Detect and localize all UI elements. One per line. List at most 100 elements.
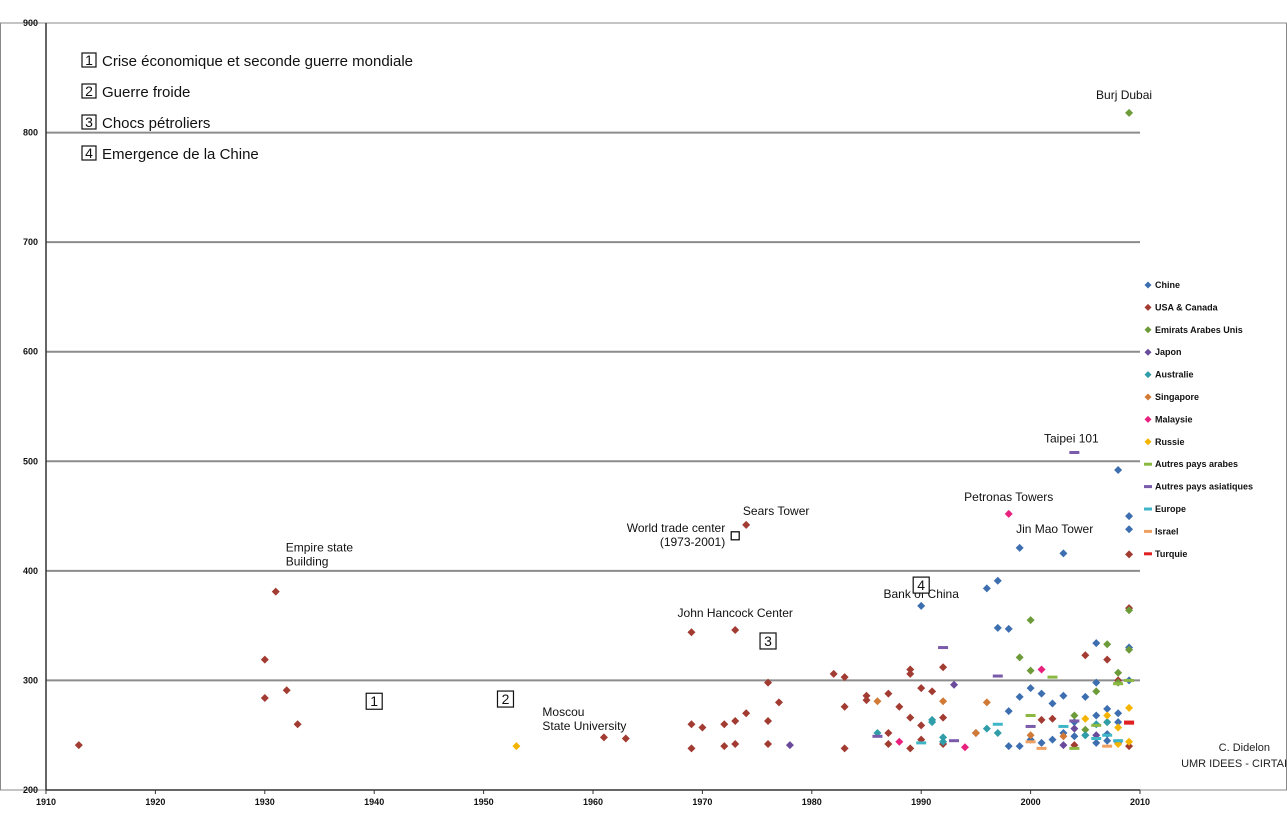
- building-annotation: Empire state: [286, 541, 354, 555]
- legend-label: Russie: [1155, 437, 1185, 447]
- data-point: [1070, 711, 1079, 720]
- data-point: [1092, 639, 1101, 648]
- data-point: [928, 718, 937, 727]
- x-tick-label: 1920: [145, 797, 165, 807]
- data-point: [960, 743, 969, 752]
- legend-label: Japon: [1155, 347, 1182, 357]
- data-point: [764, 739, 773, 748]
- legend-marker: [1144, 462, 1152, 466]
- data-point: [862, 696, 871, 705]
- data-point: [774, 698, 783, 707]
- data-point: [916, 741, 927, 745]
- legend-label: Autres pays arabes: [1155, 459, 1238, 469]
- legend-label: USA & Canada: [1155, 302, 1219, 312]
- data-point: [1102, 744, 1113, 748]
- data-point: [1015, 653, 1024, 662]
- data-point: [1103, 655, 1112, 664]
- data-point: [785, 741, 794, 750]
- data-point: [1103, 704, 1112, 713]
- building-annotation: State University: [542, 719, 626, 733]
- data-point: [720, 720, 729, 729]
- data-point: [1092, 711, 1101, 720]
- data-point: [950, 680, 959, 689]
- data-point: [1081, 714, 1090, 723]
- data-point: [731, 716, 740, 725]
- data-point: [917, 601, 926, 610]
- x-tick-label: 1940: [364, 797, 384, 807]
- data-point: [938, 646, 949, 650]
- data-point: [1037, 715, 1046, 724]
- data-point: [949, 739, 960, 743]
- data-point: [1081, 731, 1090, 740]
- period-legend-label: Chocs pétroliers: [102, 115, 210, 132]
- legend-label: Emirats Arabes Unis: [1155, 325, 1243, 335]
- data-point: [1092, 687, 1101, 696]
- data-point: [1025, 713, 1036, 717]
- period-legend-box: [81, 83, 97, 99]
- data-point: [939, 713, 948, 722]
- data-point: [1048, 735, 1057, 744]
- legend-marker: [1144, 438, 1152, 446]
- data-point: [1037, 665, 1046, 674]
- data-point: [1025, 740, 1036, 744]
- data-point: [992, 674, 1003, 678]
- building-annotation: Burj Dubai: [1096, 88, 1152, 102]
- data-point: [1091, 723, 1102, 727]
- series-legend: Chine USA & Canada Emirats Arabes Unis Japo…: [1144, 280, 1253, 559]
- y-tick-label: 500: [23, 456, 38, 466]
- data-point: [1113, 682, 1124, 686]
- period-marker-box: [759, 632, 777, 650]
- legend-label: Israel: [1155, 526, 1179, 536]
- data-point: [917, 684, 926, 693]
- x-tick-label: 1980: [802, 797, 822, 807]
- data-point: [1069, 719, 1080, 723]
- data-point: [982, 724, 991, 733]
- data-point: [906, 665, 915, 674]
- data-point: [906, 744, 915, 753]
- data-point: [884, 689, 893, 698]
- data-point: [1103, 711, 1112, 720]
- period-legend-label: Emergence de la Chine: [102, 146, 259, 163]
- legend-marker: [1144, 326, 1152, 334]
- data-point: [1124, 721, 1135, 725]
- y-tick-label: 700: [23, 237, 38, 247]
- data-point: [1026, 666, 1035, 675]
- data-point: [1047, 675, 1058, 679]
- data-point: [1092, 678, 1101, 687]
- data-point: [1114, 723, 1123, 732]
- data-point: [1069, 451, 1080, 455]
- data-point: [1125, 703, 1134, 712]
- data-point: [1004, 509, 1013, 518]
- data-point: [282, 686, 291, 695]
- legend-marker: [1144, 529, 1152, 533]
- data-point: [895, 737, 904, 746]
- data-point: [599, 733, 608, 742]
- period-legend-box: [81, 52, 97, 68]
- credit-institution: UMR IDEES - CIRTAI: [1181, 758, 1287, 770]
- data-point: [1015, 692, 1024, 701]
- building-annotation: Building: [286, 555, 329, 569]
- data-point: [1070, 732, 1079, 741]
- data-point: [1125, 550, 1134, 559]
- data-point: [1026, 684, 1035, 693]
- data-point: [1081, 692, 1090, 701]
- data-point: [1125, 108, 1134, 117]
- data-point: [840, 673, 849, 682]
- data-point: [993, 729, 1002, 738]
- data-point: [993, 576, 1002, 585]
- data-point: [1004, 742, 1013, 751]
- data-point: [1114, 718, 1123, 727]
- data-point: [742, 520, 751, 529]
- legend-marker: [1144, 415, 1152, 423]
- period-legend-number: 4: [85, 145, 93, 161]
- x-tick-label: 1950: [474, 797, 494, 807]
- building-annotation: Moscou: [542, 705, 584, 719]
- data-point: [1048, 699, 1057, 708]
- data-point: [906, 669, 915, 678]
- data-point: [917, 721, 926, 730]
- data-point: [731, 626, 740, 635]
- period-marker-number: 4: [917, 577, 925, 593]
- data-point: [939, 733, 948, 742]
- y-tick-label: 800: [23, 128, 38, 138]
- data-point: [1048, 714, 1057, 723]
